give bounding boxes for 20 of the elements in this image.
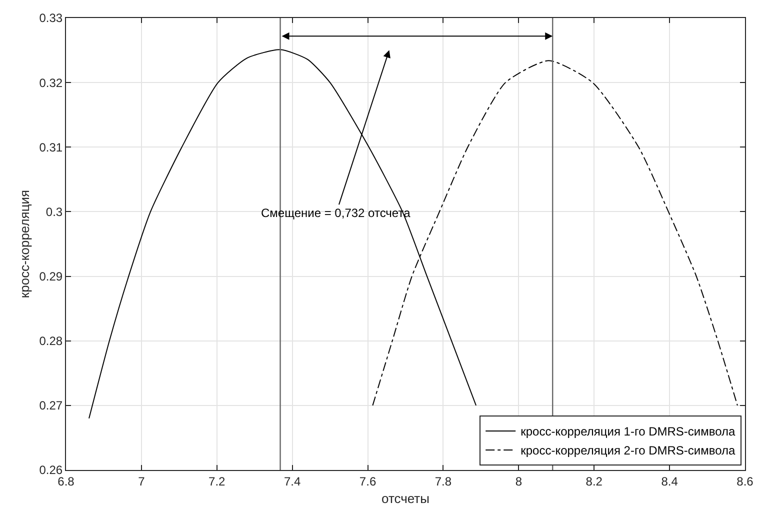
y-tick-label: 0.31 bbox=[39, 140, 63, 154]
x-tick-label: 8.2 bbox=[586, 474, 603, 488]
y-tick-label: 0.32 bbox=[39, 76, 63, 90]
legend-label: кросс-корреляция 1-го DMRS-символа bbox=[520, 424, 736, 439]
y-tick-label: 0.33 bbox=[39, 11, 63, 26]
x-tick-label: 8.4 bbox=[661, 474, 678, 488]
x-tick-label: 7.4 bbox=[284, 474, 301, 488]
x-tick-label: 7 bbox=[138, 474, 146, 488]
x-axis-title: отсчеты bbox=[382, 491, 430, 506]
legend-label: кросс-корреляция 2-го DMRS-символа bbox=[520, 444, 736, 458]
y-tick-label: 0.27 bbox=[39, 398, 63, 413]
y-tick-label: 0.28 bbox=[39, 334, 63, 348]
y-axis-title: кросс-корреляция bbox=[17, 190, 32, 298]
x-tick-label: 7.6 bbox=[359, 474, 376, 488]
x-tick-label: 8.6 bbox=[736, 474, 754, 488]
x-tick-label: 8 bbox=[515, 474, 522, 488]
x-tick-label: 7.2 bbox=[208, 474, 226, 488]
x-tick-label: 7.8 bbox=[434, 474, 452, 488]
y-tick-label: 0.3 bbox=[46, 204, 63, 219]
y-tick-label: 0.29 bbox=[39, 269, 63, 284]
